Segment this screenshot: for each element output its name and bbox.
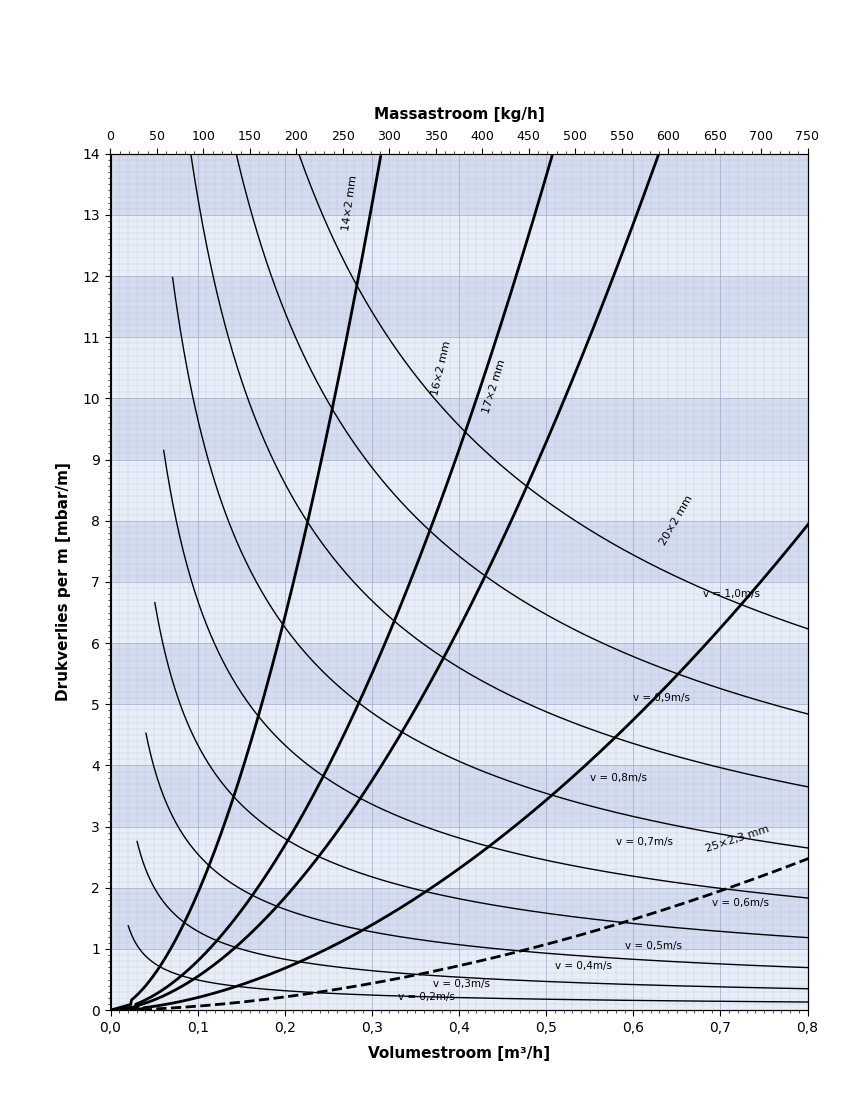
Text: v = 0,4m/s: v = 0,4m/s — [555, 961, 612, 971]
Text: v = 0,6m/s: v = 0,6m/s — [711, 898, 768, 908]
Text: 14×2 mm: 14×2 mm — [341, 175, 359, 231]
Bar — [110, 215, 808, 276]
Bar — [110, 643, 808, 704]
Bar — [110, 337, 808, 399]
Y-axis label: Drukverlies per m [mbar/m]: Drukverlies per m [mbar/m] — [56, 462, 71, 702]
Text: v = 0,2m/s: v = 0,2m/s — [398, 991, 455, 1001]
Bar — [110, 520, 808, 582]
Bar — [110, 276, 808, 337]
Bar — [110, 154, 808, 215]
X-axis label: Volumestroom [m³/h]: Volumestroom [m³/h] — [368, 1045, 550, 1061]
Bar — [110, 949, 808, 1010]
Bar — [110, 460, 808, 520]
Text: 20×2 mm: 20×2 mm — [659, 494, 695, 548]
Bar — [110, 399, 808, 460]
X-axis label: Massastroom [kg/h]: Massastroom [kg/h] — [374, 108, 544, 122]
Text: 16×2 mm: 16×2 mm — [430, 339, 453, 396]
Text: v = 0,9m/s: v = 0,9m/s — [633, 693, 690, 703]
Text: 17×2 mm: 17×2 mm — [481, 358, 507, 414]
Bar — [110, 765, 808, 827]
Bar — [110, 582, 808, 643]
Text: v = 0,7m/s: v = 0,7m/s — [615, 837, 673, 847]
Text: v = 0,8m/s: v = 0,8m/s — [590, 773, 647, 783]
Text: 25×2,3 mm: 25×2,3 mm — [705, 824, 771, 854]
Text: v = 1,0m/s: v = 1,0m/s — [703, 590, 760, 600]
Text: v = 0,5m/s: v = 0,5m/s — [625, 941, 682, 951]
Text: v = 0,3m/s: v = 0,3m/s — [433, 979, 490, 989]
Bar — [110, 888, 808, 949]
Bar — [110, 704, 808, 765]
Bar — [110, 827, 808, 888]
